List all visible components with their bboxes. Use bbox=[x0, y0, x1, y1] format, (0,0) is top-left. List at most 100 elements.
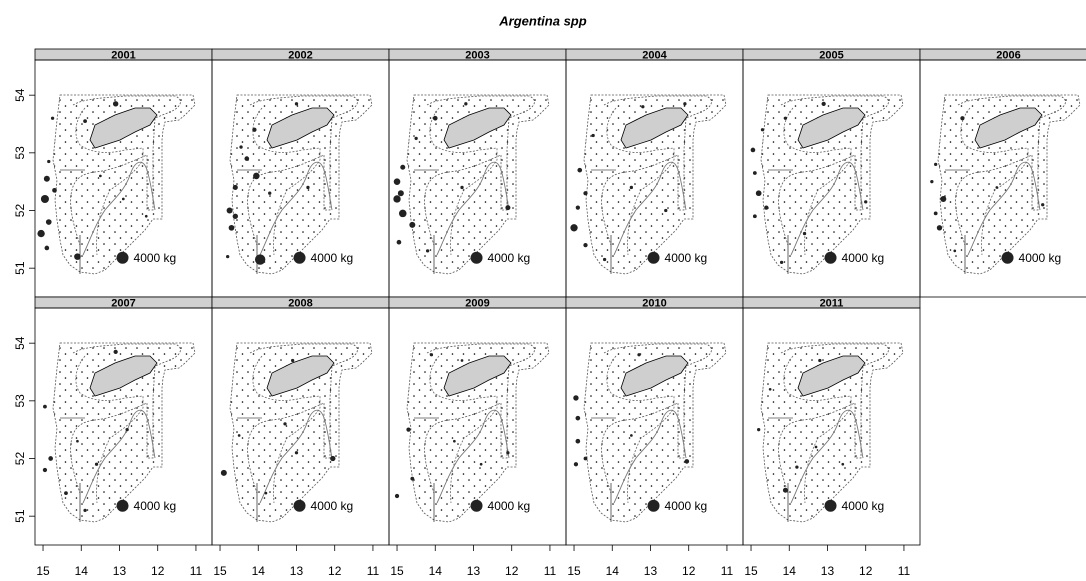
catch-bubble bbox=[432, 115, 438, 121]
catch-bubble bbox=[760, 128, 765, 132]
legend-bubble bbox=[470, 251, 483, 264]
x-tick-label: 12 bbox=[328, 564, 342, 578]
catch-bubble bbox=[393, 195, 401, 203]
catch-bubble bbox=[818, 358, 822, 363]
strip-label: 2006 bbox=[996, 49, 1020, 61]
catch-bubble bbox=[637, 353, 641, 357]
x-tick-label: 15 bbox=[744, 564, 758, 578]
legend-bubble bbox=[116, 499, 129, 512]
catch-bubble bbox=[802, 231, 807, 236]
catch-bubble bbox=[506, 451, 510, 455]
legend-label: 4000 kg bbox=[488, 499, 531, 513]
legend-bubble bbox=[1001, 251, 1014, 264]
catch-bubble bbox=[750, 147, 756, 153]
catch-bubble bbox=[752, 214, 757, 219]
legend-label: 4000 kg bbox=[842, 499, 885, 513]
catch-bubble bbox=[83, 508, 87, 513]
x-tick-label: 15 bbox=[390, 564, 404, 578]
catch-bubble bbox=[641, 105, 645, 109]
legend-label: 4000 kg bbox=[665, 251, 708, 265]
catch-bubble bbox=[125, 428, 129, 432]
catch-bubble bbox=[112, 101, 119, 107]
catch-bubble bbox=[40, 194, 49, 203]
catch-bubble bbox=[291, 358, 295, 363]
strip-label: 2009 bbox=[465, 297, 489, 309]
catch-bubble bbox=[591, 133, 595, 138]
legend-bubble bbox=[647, 499, 660, 512]
x-tick-label: 11 bbox=[190, 564, 203, 578]
catch-bubble bbox=[330, 455, 336, 462]
catch-bubble bbox=[841, 462, 845, 466]
panel: 4000 kg bbox=[35, 308, 212, 545]
catch-bubble bbox=[45, 219, 52, 225]
catch-bubble bbox=[52, 187, 57, 193]
catch-bubble bbox=[294, 102, 299, 106]
catch-bubble bbox=[821, 101, 826, 106]
catch-bubble bbox=[228, 224, 235, 231]
panel: 4000 kg bbox=[920, 60, 1086, 297]
catch-bubble bbox=[464, 102, 468, 106]
legend-label: 4000 kg bbox=[842, 251, 885, 265]
catch-bubble bbox=[268, 191, 272, 195]
catch-bubble bbox=[583, 191, 588, 196]
catch-bubble bbox=[425, 249, 430, 253]
catch-bubble bbox=[782, 487, 788, 493]
catch-bubble bbox=[936, 225, 943, 231]
catch-bubble bbox=[460, 359, 464, 362]
x-tick-label: 12 bbox=[151, 564, 165, 578]
catch-bubble bbox=[74, 253, 81, 260]
x-tick-label: 12 bbox=[859, 564, 873, 578]
strip-label: 2008 bbox=[288, 297, 312, 309]
catch-bubble bbox=[64, 491, 68, 495]
x-tick-label: 15 bbox=[213, 564, 227, 578]
panel-frame bbox=[919, 59, 1086, 298]
catch-bubble bbox=[294, 451, 299, 455]
x-tick-label: 14 bbox=[252, 564, 266, 578]
x-tick-label: 13 bbox=[467, 564, 481, 578]
catch-bubble bbox=[283, 422, 287, 426]
catch-bubble bbox=[396, 239, 402, 245]
catch-bubble bbox=[42, 467, 48, 473]
catch-bubble bbox=[43, 175, 50, 182]
legend-label: 4000 kg bbox=[1019, 251, 1062, 265]
strip-label: 2007 bbox=[111, 297, 135, 309]
catch-bubble bbox=[99, 174, 102, 178]
catch-bubble bbox=[768, 387, 772, 391]
catch-bubble bbox=[144, 214, 148, 218]
catch-bubble bbox=[940, 195, 947, 202]
catch-bubble bbox=[429, 353, 434, 357]
y-tick-label: 52 bbox=[13, 204, 27, 218]
catch-bubble bbox=[414, 136, 418, 141]
catch-bubble bbox=[575, 438, 581, 444]
y-tick-label: 51 bbox=[13, 261, 27, 275]
catch-bubble bbox=[48, 456, 53, 461]
y-tick-label: 53 bbox=[13, 146, 27, 160]
y-tick-label: 52 bbox=[13, 452, 27, 466]
catch-bubble bbox=[953, 249, 957, 253]
legend-bubble bbox=[293, 251, 306, 264]
catch-bubble bbox=[226, 254, 230, 259]
catch-bubble bbox=[253, 172, 260, 180]
x-tick-label: 11 bbox=[898, 564, 911, 578]
panel: 4000 kg bbox=[389, 60, 566, 297]
y-tick-label: 53 bbox=[13, 394, 27, 408]
legend-label: 4000 kg bbox=[311, 251, 354, 265]
catch-bubble bbox=[960, 116, 965, 121]
panel: 4000 kg bbox=[566, 308, 743, 545]
catch-bubble bbox=[398, 209, 407, 218]
x-tick-label: 15 bbox=[36, 564, 50, 578]
catch-bubble bbox=[683, 102, 687, 106]
catch-bubble bbox=[933, 211, 938, 216]
strip-label: 2010 bbox=[642, 297, 666, 309]
strip-label: 2004 bbox=[642, 49, 667, 61]
catch-bubble bbox=[764, 205, 769, 210]
catch-bubble bbox=[121, 197, 125, 201]
catch-bubble bbox=[83, 119, 87, 124]
legend-bubble bbox=[116, 251, 129, 264]
catch-bubble bbox=[47, 159, 51, 164]
catch-bubble bbox=[757, 428, 761, 432]
catch-bubble bbox=[453, 439, 456, 443]
x-tick-label: 11 bbox=[721, 564, 734, 578]
y-tick-label: 54 bbox=[13, 88, 27, 102]
